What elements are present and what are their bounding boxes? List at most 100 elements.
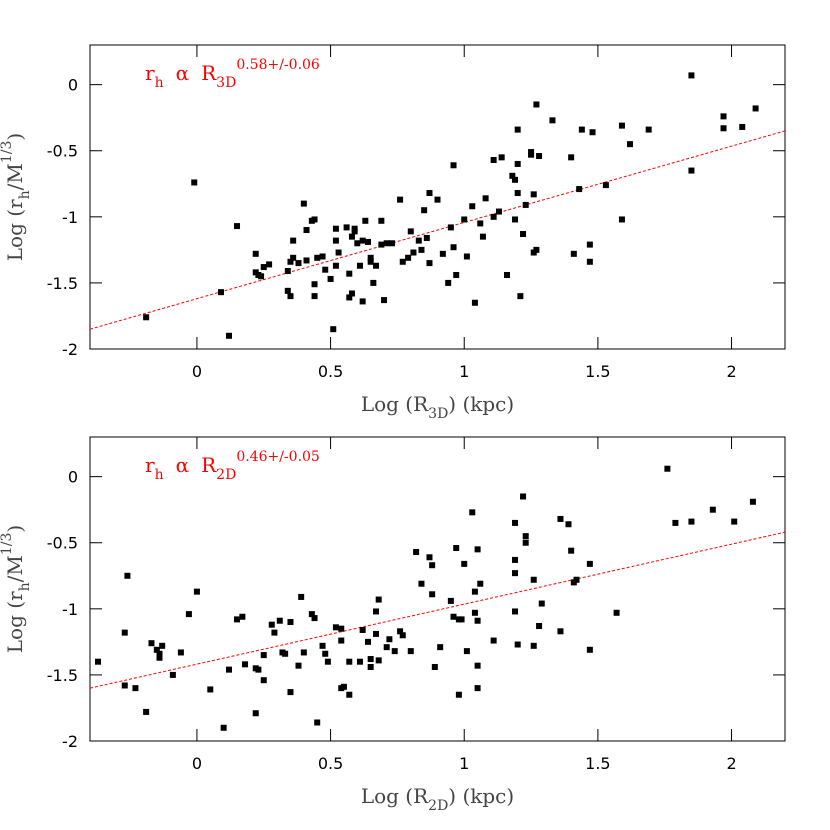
point	[512, 608, 519, 615]
point	[226, 666, 232, 673]
point	[589, 129, 596, 136]
point	[522, 539, 529, 546]
point	[287, 258, 294, 265]
point	[373, 630, 380, 637]
point	[399, 632, 406, 639]
point	[688, 518, 695, 525]
point	[332, 237, 339, 244]
point	[471, 609, 478, 616]
point	[391, 648, 398, 655]
point	[332, 262, 339, 269]
point	[429, 562, 436, 569]
point	[514, 160, 521, 167]
point	[260, 677, 267, 684]
point	[434, 196, 441, 203]
y-tick-label: -1.5	[47, 666, 78, 685]
point	[461, 216, 468, 223]
point	[348, 233, 355, 240]
point	[193, 588, 200, 595]
y-axis-label: Log (rh/M1/3)	[0, 525, 33, 653]
point	[474, 685, 481, 692]
point	[530, 642, 537, 649]
y-tick-label: -1	[62, 208, 78, 227]
point	[463, 648, 470, 655]
x-axis-label-part: Log (R	[361, 392, 429, 416]
point	[332, 225, 339, 232]
point	[148, 640, 155, 647]
point	[522, 533, 529, 540]
point	[303, 257, 310, 264]
point	[477, 220, 484, 227]
point	[346, 270, 353, 277]
y-axis-label-part: Log (r	[3, 591, 27, 653]
point	[314, 719, 321, 726]
annotation-part: r	[145, 61, 155, 85]
point	[709, 506, 716, 513]
point	[482, 195, 489, 202]
x-tick-label: 0	[192, 754, 202, 773]
point	[504, 271, 510, 278]
point	[260, 652, 267, 659]
fit-line	[89, 130, 786, 330]
point	[490, 156, 497, 163]
point	[271, 629, 278, 636]
point	[568, 154, 575, 161]
point	[290, 254, 297, 261]
point	[626, 141, 633, 148]
point	[720, 125, 727, 132]
point	[169, 671, 176, 678]
point	[437, 644, 444, 651]
point	[348, 290, 355, 297]
y-tick-label: -2	[62, 732, 78, 751]
point	[421, 207, 428, 214]
point	[586, 258, 593, 265]
y-axis-label-part: Log (r	[3, 199, 27, 261]
point	[311, 293, 318, 300]
plot-frame	[89, 44, 786, 350]
point	[410, 249, 417, 256]
point	[538, 600, 545, 607]
point	[260, 264, 267, 271]
point	[290, 237, 297, 244]
point	[373, 608, 380, 615]
point	[252, 250, 259, 257]
point	[156, 650, 163, 657]
point	[378, 241, 385, 248]
point	[343, 224, 350, 231]
point	[340, 683, 347, 690]
point	[514, 641, 521, 648]
x-tick-label: 0.5	[318, 754, 343, 773]
point	[359, 237, 366, 244]
point	[413, 548, 420, 555]
point	[469, 509, 476, 516]
point	[455, 691, 462, 698]
point	[509, 172, 516, 179]
x-axis-label-part: 3D	[428, 406, 448, 422]
point	[490, 637, 497, 644]
point	[530, 191, 537, 198]
point	[362, 217, 369, 224]
point	[418, 580, 425, 587]
annotation-part: 0.58+/-0.06	[236, 57, 320, 73]
point	[447, 597, 454, 604]
plot-frame	[89, 436, 786, 742]
point	[664, 465, 671, 472]
point	[474, 662, 481, 669]
annotation-part: α	[176, 453, 190, 477]
point	[356, 262, 363, 269]
point	[453, 545, 460, 552]
point	[319, 642, 326, 649]
point	[383, 644, 390, 651]
annotation-part: 2D	[216, 467, 236, 483]
y-tick-label: -0.5	[47, 142, 78, 161]
point	[688, 167, 695, 174]
point	[397, 628, 404, 635]
y-tick-label: 0	[68, 468, 78, 487]
x-axis-label-part: ) (kpc)	[448, 392, 514, 416]
x-tick-label: 1	[459, 362, 469, 381]
point	[370, 279, 377, 286]
point	[295, 260, 302, 267]
annotation-part: h	[155, 467, 164, 483]
point	[450, 244, 457, 251]
